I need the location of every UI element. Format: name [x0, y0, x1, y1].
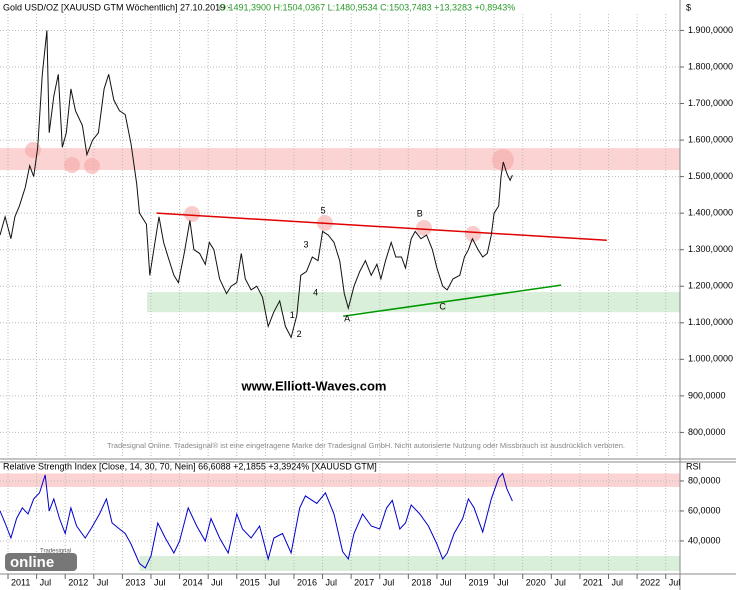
x-tick-label: Jul	[268, 577, 280, 587]
y-tick-label: 40,0000	[688, 535, 721, 545]
y-tick-label: 1.900,0000	[688, 25, 733, 35]
y-tick-label: 1.300,0000	[688, 244, 733, 254]
x-tick-label: 2018	[411, 577, 431, 587]
wave-label: 4	[313, 288, 318, 298]
y-tick-label: 60,0000	[688, 505, 721, 515]
x-tick-label: 2019	[469, 577, 489, 587]
x-tick-label: 2012	[68, 577, 88, 587]
x-tick-label: Jul	[154, 577, 166, 587]
disclaimer: Tradesignal Online. Tradesignal® ist ein…	[107, 441, 625, 450]
indicator-title: Relative Strength Index [Close, 14, 30, …	[3, 461, 377, 471]
wave-label: 1	[290, 310, 295, 320]
x-tick-label: 2013	[125, 577, 145, 587]
y-tick-label: 1.800,0000	[688, 61, 733, 71]
highlight	[25, 142, 41, 158]
x-tick-label: Jul	[326, 577, 338, 587]
x-tick-label: Jul	[40, 577, 52, 587]
y-tick-label: 900,0000	[688, 390, 726, 400]
zone	[0, 148, 680, 171]
wave-label: 2	[297, 329, 302, 339]
logo-brand: Tradesignal	[40, 549, 71, 555]
logo-box	[5, 553, 77, 571]
series-line	[0, 472, 513, 569]
x-tick-label: Jul	[612, 577, 624, 587]
grid	[0, 14, 680, 572]
trendline	[343, 284, 562, 317]
highlight	[64, 157, 80, 173]
zone	[0, 473, 680, 487]
axis-unit: $	[686, 2, 691, 12]
y-tick-label: 1.500,0000	[688, 171, 733, 181]
y-tick-label: 1.400,0000	[688, 208, 733, 218]
x-tick-label: 2014	[183, 577, 203, 587]
logo-text: online	[10, 554, 54, 571]
highlight	[416, 220, 432, 236]
x-tick-label: 2015	[240, 577, 260, 587]
y-tick-label: 1.000,0000	[688, 354, 733, 364]
wave-label: B	[417, 208, 423, 218]
x-tick-label: Jul	[554, 577, 566, 587]
x-tick-label: Jul	[211, 577, 223, 587]
x-tick-label: Jul	[669, 577, 681, 587]
x-tick-label: 2017	[354, 577, 374, 587]
series-line	[0, 30, 513, 339]
wave-label: A	[344, 314, 350, 324]
y-tick-label: 800,0000	[688, 427, 726, 437]
y-tick-label: 1.200,0000	[688, 281, 733, 291]
watermark: www.Elliott-Waves.com	[241, 378, 387, 393]
x-tick-label: 2011	[11, 577, 30, 587]
chart-title: Gold USD/OZ [XAUUSD GTM Wöchentlich] 27.…	[3, 2, 231, 12]
x-tick-label: 2022	[640, 577, 660, 587]
trendline	[156, 212, 607, 241]
zone	[146, 292, 680, 313]
highlight	[184, 206, 200, 222]
y-tick-label: 1.100,0000	[688, 317, 733, 327]
highlight	[84, 158, 100, 174]
x-tick-label: 2020	[526, 577, 546, 587]
wave-label: 3	[303, 239, 308, 249]
quote: O:1491,3900 H:1504,0367 L:1480,9534 C:15…	[219, 2, 515, 12]
x-tick-label: Jul	[497, 577, 509, 587]
y-tick-label: 80,0000	[688, 475, 721, 485]
axis-unit: RSI	[686, 461, 701, 471]
highlight	[492, 149, 514, 171]
x-tick-label: Jul	[97, 577, 109, 587]
y-tick-label: 1.700,0000	[688, 98, 733, 108]
x-tick-label: 2016	[297, 577, 317, 587]
wave-label: C	[439, 301, 446, 311]
x-tick-label: Jul	[383, 577, 395, 587]
y-tick-label: 1.600,0000	[688, 134, 733, 144]
wave-label: 5	[321, 205, 326, 215]
zone	[139, 555, 680, 571]
x-tick-label: Jul	[440, 577, 452, 587]
x-tick-label: 2021	[583, 577, 603, 587]
data	[0, 30, 607, 569]
highlight	[465, 226, 481, 242]
